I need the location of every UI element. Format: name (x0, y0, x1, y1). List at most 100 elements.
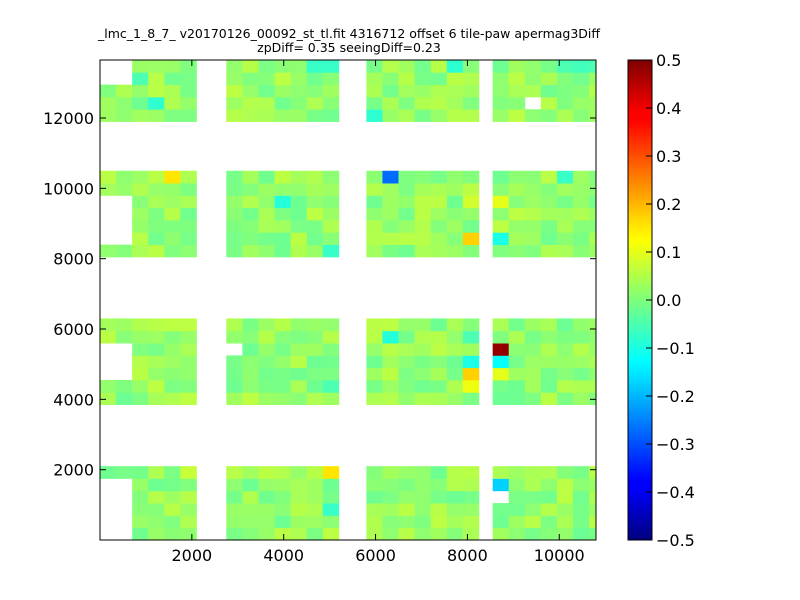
heatmap-cell (164, 109, 181, 122)
heatmap-cell (366, 232, 383, 246)
y-tick-label: 10000 (43, 179, 94, 198)
heatmap-cell (508, 195, 526, 209)
heatmap-cell (180, 355, 197, 369)
heatmap-cell (508, 244, 526, 258)
heatmap-cell (226, 244, 243, 258)
heatmap-cell (524, 109, 542, 122)
heatmap-cell (322, 503, 340, 516)
heatmap-cell (524, 318, 542, 332)
heatmap-cell (132, 318, 149, 332)
heatmap-cell (258, 515, 275, 529)
heatmap-cell (508, 60, 526, 73)
heatmap-cell (164, 170, 181, 184)
heatmap-cell (446, 220, 464, 233)
heatmap-cell (274, 367, 291, 381)
heatmap-cell (398, 490, 415, 504)
heatmap-cell (258, 490, 275, 504)
heatmap-cell (430, 220, 448, 233)
heatmap-cell (556, 183, 574, 196)
heatmap-cell (540, 318, 558, 332)
colorbar-frame (627, 59, 653, 541)
heatmap-cell (366, 244, 383, 258)
heatmap-cell (290, 503, 308, 516)
heatmap-cell (274, 380, 291, 393)
heatmap-cell (226, 318, 243, 332)
axis-tick-labels: 2000 4000 6000 8000 10000 2000 4000 6000 8000 100… (43, 109, 585, 565)
heatmap-cell (556, 84, 574, 98)
heatmap-cell (306, 72, 324, 86)
heatmap-cell (180, 220, 197, 233)
heatmap-cell (556, 466, 574, 479)
heatmap-cell (306, 503, 324, 516)
heatmap-cell (258, 72, 275, 86)
heatmap-cell (274, 109, 291, 122)
heatmap-cell (322, 515, 340, 529)
heatmap-cell (164, 318, 181, 332)
heatmap-cell (589, 109, 597, 122)
heatmap-cell (258, 330, 275, 344)
heatmap-cell (290, 244, 308, 258)
heatmap-cell (274, 72, 291, 86)
heatmap-cell (116, 84, 133, 98)
heatmap-cell (322, 330, 340, 344)
heatmap-cell (540, 490, 558, 504)
heatmap-cell (274, 490, 291, 504)
heatmap-cell (508, 466, 526, 479)
heatmap-cell (446, 392, 464, 406)
heatmap-cell (414, 318, 432, 332)
heatmap-cell (430, 330, 448, 344)
heatmap-cell (446, 244, 464, 258)
heatmap-cell (508, 478, 526, 492)
x-tick-label: 8000 (447, 546, 488, 565)
heatmap-cell (226, 515, 243, 529)
heatmap-cell (573, 318, 590, 332)
heatmap-cell (242, 183, 259, 196)
heatmap-cell (290, 490, 308, 504)
heatmap-cell (462, 96, 480, 110)
heatmap-cell (180, 60, 197, 73)
heatmap-cell (573, 466, 590, 479)
heatmap-cell (132, 490, 149, 504)
heatmap-cell (573, 207, 590, 221)
heatmap-cell (226, 355, 243, 369)
heatmap-cell (116, 96, 133, 110)
heatmap-cell (164, 527, 181, 541)
heatmap-cell (589, 466, 597, 479)
heatmap-cell (258, 343, 275, 356)
heatmap-cell (148, 466, 165, 479)
heatmap-cell (366, 503, 383, 516)
heatmap-cell (258, 220, 275, 233)
heatmap-cell (524, 84, 542, 98)
heatmap-cell (322, 60, 340, 73)
heatmap-cell (430, 60, 448, 73)
heatmap-cell (180, 84, 197, 98)
colorbar-tick-label: −0.5 (656, 531, 695, 550)
heatmap-cell (382, 392, 399, 406)
heatmap-cell (274, 503, 291, 516)
heatmap-cell (430, 109, 448, 122)
heatmap-cell (242, 72, 259, 86)
heatmap-cell (589, 343, 597, 356)
heatmap-cell (492, 72, 510, 86)
heatmap-cell (540, 195, 558, 209)
heatmap-cell (322, 490, 340, 504)
heatmap-cell (180, 244, 197, 258)
heatmap-cell (132, 170, 149, 184)
heatmap-cell (290, 72, 308, 86)
heatmap-cell (573, 380, 590, 393)
heatmap-cell (524, 183, 542, 196)
heatmap-cell (462, 207, 480, 221)
heatmap-cell (573, 220, 590, 233)
heatmap-cell (398, 170, 415, 184)
heatmap-cell (540, 220, 558, 233)
heatmap-cell (540, 380, 558, 393)
heatmap-cell (446, 380, 464, 393)
heatmap-cell (492, 220, 510, 233)
colorbar-ticks: 0.5 0.4 0.3 0.2 0.1 0.0 −0.1 −0.2 −0.3 −0.4 −0.5 (646, 51, 695, 550)
heatmap-cell (258, 392, 275, 406)
heatmap-cell (258, 207, 275, 221)
heatmap-cell (132, 220, 149, 233)
heatmap-cell (462, 503, 480, 516)
heatmap-cell (258, 60, 275, 73)
heatmap-cell (382, 195, 399, 209)
